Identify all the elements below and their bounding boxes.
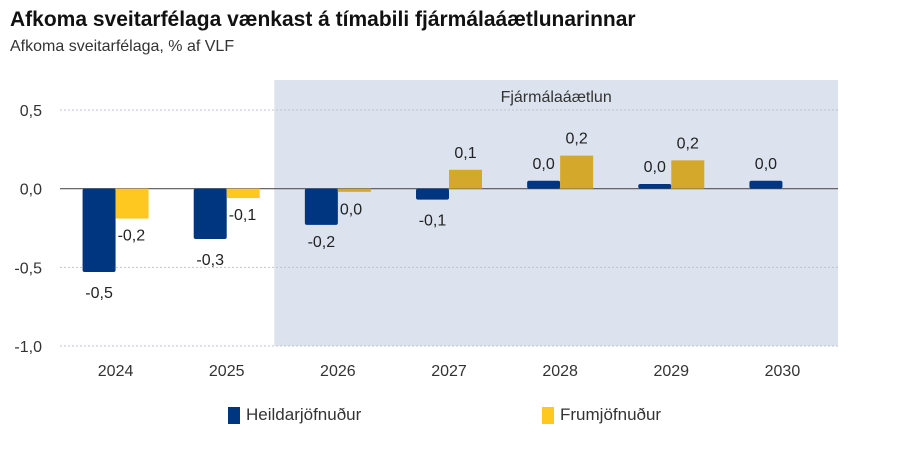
data-label: -0,1 bbox=[419, 213, 447, 230]
bar-heildarjofnudur bbox=[193, 188, 227, 240]
x-tick-label: 2029 bbox=[653, 363, 689, 380]
x-tick-label: 2027 bbox=[431, 363, 467, 380]
legend-item-heildarjofnudur: Heildarjöfnuður bbox=[228, 405, 361, 425]
forecast-region bbox=[274, 80, 838, 346]
bar-heildarjofnudur bbox=[638, 183, 672, 189]
legend-label-heildarjofnudur: Heildarjöfnuður bbox=[246, 405, 362, 424]
data-label: 0,0 bbox=[755, 156, 777, 173]
x-tick-label: 2028 bbox=[542, 363, 578, 380]
data-label: -0,2 bbox=[308, 234, 336, 251]
x-tick-label: 2025 bbox=[209, 363, 245, 380]
data-label: -0,1 bbox=[229, 207, 257, 224]
legend-swatch-heildarjofnudur bbox=[228, 406, 240, 424]
y-tick-label: 0,5 bbox=[20, 103, 42, 120]
bar-heildarjofnudur bbox=[82, 188, 116, 273]
data-label: -0,2 bbox=[118, 228, 146, 245]
bar-frumjofnudur bbox=[449, 169, 482, 189]
x-tick-label: 2024 bbox=[98, 363, 134, 380]
data-label: 0,2 bbox=[566, 131, 588, 148]
x-tick-label: 2030 bbox=[765, 363, 801, 380]
bar-frumjofnudur bbox=[115, 188, 149, 219]
bar-heildarjofnudur bbox=[749, 180, 783, 189]
y-tick-label: -1,0 bbox=[14, 339, 42, 356]
chart-title: Afkoma sveitarfélaga vænkast á tímabili … bbox=[10, 8, 636, 31]
data-label: -0,5 bbox=[85, 285, 113, 302]
chart-subtitle: Afkoma sveitarfélaga, % af VLF bbox=[10, 38, 235, 55]
bar-heildarjofnudur bbox=[416, 188, 449, 200]
y-tick-label: -0,5 bbox=[14, 260, 42, 277]
data-label: 0,0 bbox=[644, 159, 666, 176]
data-label: -0,3 bbox=[196, 252, 224, 269]
legend-swatch-frumjofnudur bbox=[542, 406, 554, 424]
bar-frumjofnudur bbox=[671, 160, 705, 189]
data-label: 0,0 bbox=[533, 156, 555, 173]
bar-heildarjofnudur bbox=[304, 188, 338, 225]
data-label: 0,2 bbox=[677, 135, 699, 152]
legend-item-frumjofnudur: Frumjöfnuður bbox=[542, 405, 661, 425]
bar-frumjofnudur bbox=[226, 188, 260, 199]
data-label: 0,1 bbox=[454, 145, 476, 162]
x-tick-label: 2026 bbox=[320, 363, 356, 380]
bar-heildarjofnudur bbox=[527, 180, 561, 189]
bar-frumjofnudur bbox=[560, 155, 594, 189]
data-label: 0,0 bbox=[340, 202, 362, 219]
bar-frumjofnudur bbox=[337, 188, 371, 192]
legend-label-frumjofnudur: Frumjöfnuður bbox=[560, 405, 662, 424]
forecast-region-label: Fjármálaáætlun bbox=[501, 89, 612, 106]
y-tick-label: 0,0 bbox=[20, 182, 42, 199]
